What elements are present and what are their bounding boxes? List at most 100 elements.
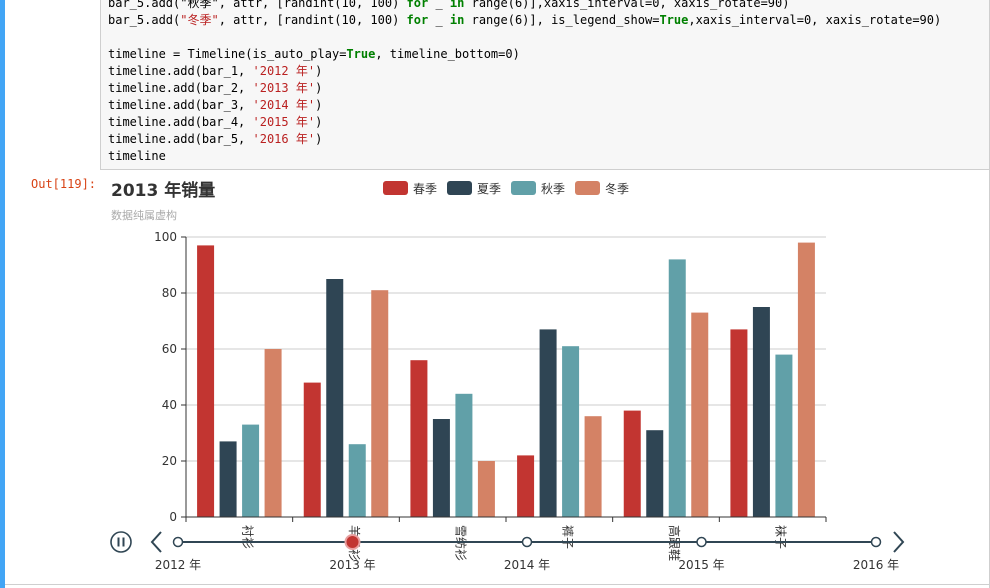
- bar: [219, 441, 237, 517]
- y-tick-label: 60: [162, 342, 177, 356]
- bar: [477, 461, 495, 517]
- timeline-point[interactable]: [696, 536, 707, 548]
- y-tick-label: 80: [162, 286, 177, 300]
- code-token: True: [346, 47, 376, 61]
- timeline-point-active[interactable]: [344, 534, 361, 550]
- bar: [539, 329, 557, 517]
- timeline-label: 2014 年: [504, 558, 550, 572]
- code-token: True: [659, 13, 689, 27]
- code-line: timeline = Timeline(is_auto_play=True, t…: [108, 46, 989, 63]
- chart-subtitle: 数据纯属虚构: [111, 208, 177, 222]
- timeline-label: 2015 年: [678, 558, 724, 572]
- timeline-label: 2013 年: [329, 558, 375, 572]
- bar: [410, 360, 428, 517]
- timeline-label: 2016 年: [853, 558, 899, 572]
- code-token: timeline.add(bar_5,: [108, 132, 253, 146]
- code-token: range(6)], is_legend_show=: [464, 13, 660, 27]
- legend: 春季 夏季 秋季 冬季: [383, 181, 629, 196]
- bar: [691, 312, 709, 517]
- timeline-label: 2012 年: [155, 558, 201, 572]
- code-token: '2013 年': [252, 81, 316, 95]
- code-token: , attr, [randint(10, 100): [218, 13, 407, 27]
- code-token: timeline: [108, 149, 166, 163]
- legend-swatch: [575, 181, 600, 195]
- chart-title: 2013 年销量: [111, 180, 215, 201]
- cell-selection-bar: [0, 0, 5, 588]
- bar: [584, 416, 602, 517]
- play-pause-button[interactable]: [110, 531, 132, 553]
- pause-bar: [117, 537, 120, 547]
- legend-label: 春季: [413, 182, 437, 196]
- code-token: for: [406, 0, 429, 10]
- bars: [197, 242, 815, 517]
- bar: [455, 393, 473, 517]
- code-line: timeline.add(bar_4, '2015 年'): [108, 114, 989, 131]
- code-line: timeline.add(bar_2, '2013 年'): [108, 80, 989, 97]
- code-line: timeline.add(bar_1, '2012 年'): [108, 63, 989, 80]
- code-line: bar_5.add("秋季", attr, [randint(10, 100) …: [108, 0, 989, 12]
- code-token: ): [315, 132, 323, 146]
- bar: [432, 419, 450, 517]
- axes: 020406080100衬衫羊毛衫雪纺衫裤子高跟鞋袜子: [154, 230, 827, 561]
- code-token: ): [315, 98, 323, 112]
- code-line: bar_5.add("冬季", attr, [randint(10, 100) …: [108, 12, 989, 29]
- chevron-left-icon[interactable]: [150, 531, 162, 553]
- x-tick-label: 高跟鞋: [667, 525, 682, 561]
- pause-icon: [110, 531, 132, 553]
- code-token: ): [315, 64, 323, 78]
- code-token: '2014 年': [252, 98, 316, 112]
- code-token: bar_5.add(: [108, 13, 181, 27]
- timeline-point[interactable]: [172, 536, 184, 548]
- timeline-point[interactable]: [521, 536, 533, 548]
- code-input-cell[interactable]: bar_5.add("秋季", attr, [randint(10, 100) …: [100, 0, 990, 170]
- bar: [775, 354, 793, 517]
- code-token: _: [428, 13, 450, 27]
- chevron-right-icon[interactable]: [893, 531, 905, 553]
- legend-swatch: [447, 181, 472, 195]
- code-token: timeline.add(bar_2,: [108, 81, 253, 95]
- code-line: [108, 29, 989, 46]
- code-token: "冬季": [180, 13, 219, 27]
- output-prompt: Out[119]:: [31, 177, 97, 191]
- code-token: ,xaxis_interval=0, xaxis_rotate=90): [688, 13, 942, 27]
- bar: [303, 382, 321, 517]
- code-token: for: [406, 13, 429, 27]
- code-token: timeline.add(bar_3,: [108, 98, 253, 112]
- code-line: timeline.add(bar_3, '2014 年'): [108, 97, 989, 114]
- y-tick-label: 100: [154, 230, 177, 244]
- code-token: '2012 年': [252, 64, 316, 78]
- timeline-point[interactable]: [870, 536, 882, 548]
- code-line: timeline.add(bar_5, '2016 年'): [108, 131, 989, 148]
- code-token: '2016 年': [252, 132, 316, 146]
- y-tick-label: 40: [162, 398, 177, 412]
- x-tick-label: 衬衫: [240, 525, 254, 549]
- bar: [668, 259, 686, 517]
- code-token: timeline.add(bar_4,: [108, 115, 253, 129]
- code-token: _: [428, 0, 450, 10]
- bar: [348, 444, 366, 517]
- bar: [197, 245, 215, 517]
- bar: [264, 349, 282, 517]
- code-token: in: [449, 0, 465, 10]
- cell-divider: [5, 584, 990, 585]
- code-token: '2015 年': [252, 115, 316, 129]
- code-token: in: [449, 13, 465, 27]
- pause-bar: [122, 537, 125, 547]
- bar: [752, 307, 770, 517]
- bar: [517, 455, 535, 517]
- code-token: ): [315, 81, 323, 95]
- grid-lines: [186, 236, 826, 462]
- x-tick-label: 雪纺衫: [454, 525, 468, 561]
- code-token: timeline = Timeline(is_auto_play=: [108, 47, 347, 61]
- code-token: timeline.add(bar_1,: [108, 64, 253, 78]
- legend-label: 秋季: [541, 182, 565, 196]
- y-tick-label: 20: [162, 454, 177, 468]
- bar: [371, 290, 389, 517]
- bar: [623, 410, 641, 517]
- bar: [326, 279, 344, 517]
- y-tick-label: 0: [169, 510, 177, 524]
- code-token: bar_5.add("秋季", attr, [randint(10, 100): [108, 0, 407, 10]
- timeline: 2012 年 2013 年 2014 年 2015 年 2016 年: [110, 531, 905, 572]
- code-token: ): [315, 115, 323, 129]
- legend-label: 夏季: [477, 182, 501, 196]
